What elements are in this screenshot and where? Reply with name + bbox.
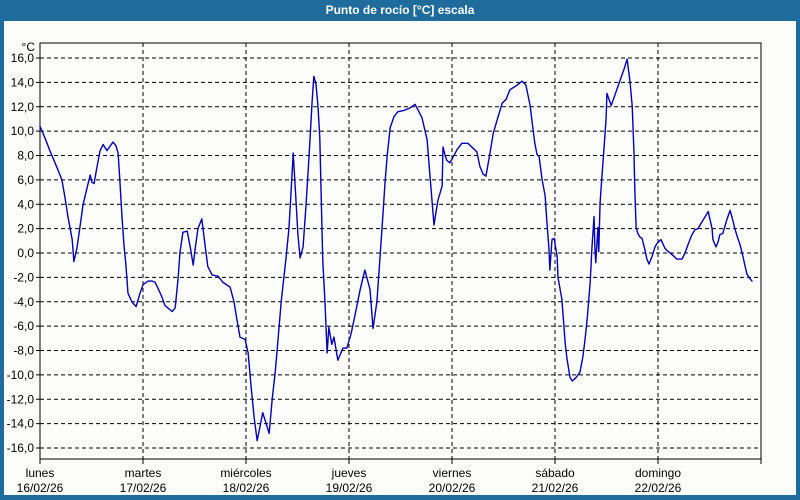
x-date-label: 17/02/26 bbox=[120, 481, 167, 495]
y-tick-label: 6,0 bbox=[17, 173, 34, 187]
y-tick-label: 2,0 bbox=[17, 222, 34, 236]
x-day-label: sábado bbox=[535, 466, 575, 480]
y-tick-label: 0,0 bbox=[17, 246, 34, 260]
y-tick-label: 14,0 bbox=[11, 75, 35, 89]
y-tick-label: 16,0 bbox=[11, 51, 35, 65]
window-title: Punto de rocío [°C] escala bbox=[0, 0, 800, 21]
y-tick-label: -8,0 bbox=[13, 344, 34, 358]
y-axis-unit-label: °C bbox=[22, 40, 36, 54]
y-tick-label: 10,0 bbox=[11, 124, 35, 138]
x-date-label: 21/02/26 bbox=[532, 481, 579, 495]
y-tick-label: -2,0 bbox=[13, 270, 34, 284]
y-tick-label: -6,0 bbox=[13, 319, 34, 333]
plot-area bbox=[39, 42, 762, 460]
x-day-label: lunes bbox=[26, 466, 55, 480]
y-tick-label: 4,0 bbox=[17, 197, 34, 211]
y-tick-label: -14,0 bbox=[7, 417, 35, 431]
x-day-label: viernes bbox=[433, 466, 472, 480]
x-date-label: 22/02/26 bbox=[635, 481, 682, 495]
x-date-label: 18/02/26 bbox=[223, 481, 270, 495]
x-day-label: domingo bbox=[635, 466, 681, 480]
y-tick-label: -12,0 bbox=[7, 392, 35, 406]
x-day-label: miércoles bbox=[220, 466, 271, 480]
y-tick-label: 12,0 bbox=[11, 100, 35, 114]
y-tick-label: -4,0 bbox=[13, 295, 34, 309]
x-day-label: jueves bbox=[331, 466, 367, 480]
y-tick-label: -10,0 bbox=[7, 368, 35, 382]
x-date-label: 20/02/26 bbox=[429, 481, 476, 495]
x-date-label: 16/02/26 bbox=[17, 481, 64, 495]
x-day-label: martes bbox=[125, 466, 162, 480]
x-date-label: 19/02/26 bbox=[326, 481, 373, 495]
dewpoint-curve bbox=[39, 58, 753, 442]
y-tick-label: -16,0 bbox=[7, 441, 35, 455]
y-tick-label: 8,0 bbox=[17, 149, 34, 163]
